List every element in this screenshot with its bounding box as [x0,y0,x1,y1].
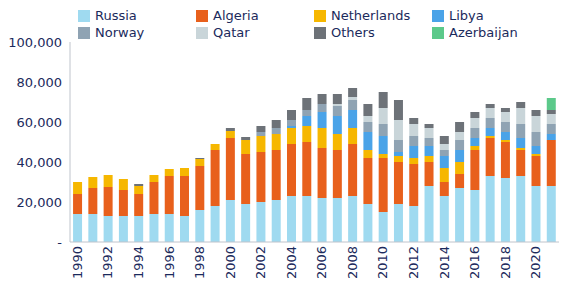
svg-text:2010: 2010 [375,246,390,279]
html-text:Russia: Russia [95,8,137,23]
svg-text:40,000: 40,000 [17,155,63,170]
html-text:Libya: Libya [449,8,484,23]
svg-text:2016: 2016 [467,246,482,279]
html-text:Azerbaijan: Azerbaijan [449,25,518,40]
svg-text:2020: 2020 [528,246,543,279]
svg-text:1994: 1994 [131,246,146,279]
svg-text:2002: 2002 [253,246,268,279]
svg-text:1990: 1990 [70,246,85,279]
svg-text:1998: 1998 [192,246,207,279]
svg-text:2006: 2006 [314,246,329,279]
svg-text:2000: 2000 [223,246,238,279]
svg-text:2012: 2012 [406,246,421,279]
svg-text:-: - [57,235,62,250]
svg-text:20,000: 20,000 [17,195,63,210]
svg-text:2014: 2014 [437,246,452,279]
html-text:Netherlands: Netherlands [331,8,411,23]
html-text:Norway: Norway [95,25,145,40]
html-text:Algeria: Algeria [213,8,259,23]
svg-text:2008: 2008 [345,246,360,279]
svg-text:80,000: 80,000 [17,75,63,90]
svg-text:1996: 1996 [162,246,177,279]
html-text:Others: Others [331,25,375,40]
svg-text:2018: 2018 [498,246,513,279]
svg-text:2004: 2004 [284,246,299,279]
html-text:Qatar: Qatar [213,25,250,40]
svg-text:60,000: 60,000 [17,115,63,130]
svg-text:1992: 1992 [100,246,115,279]
svg-text:100,000: 100,000 [8,35,62,50]
